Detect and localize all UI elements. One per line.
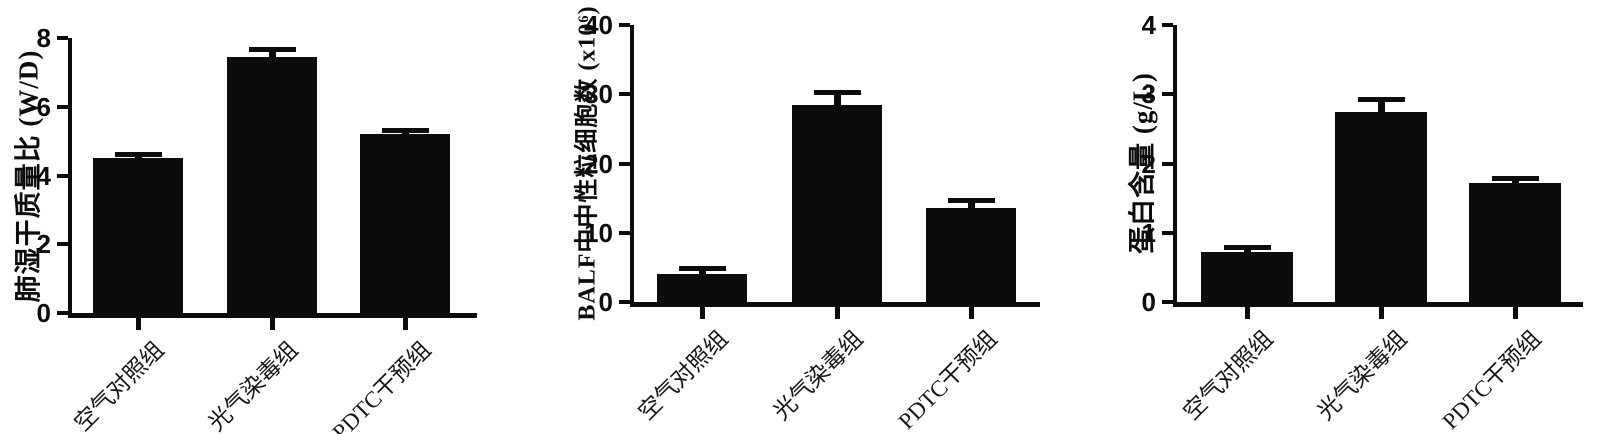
bar xyxy=(1469,182,1561,305)
bar xyxy=(227,56,317,316)
plot-area: 0 1 2 3 4 空气对照组 光气染毒组 PDTC干预组 xyxy=(1080,0,1619,434)
error-bar-cap xyxy=(678,266,726,272)
bar xyxy=(657,273,747,305)
y-tick xyxy=(57,104,68,109)
x-category-label: PDTC干预组 xyxy=(893,325,1002,434)
bar xyxy=(792,104,882,305)
y-tick-label: 0 xyxy=(1141,287,1156,317)
x-tick xyxy=(269,318,275,330)
error-bar-stem xyxy=(967,200,975,214)
x-category-label: 光气染毒组 xyxy=(203,336,303,434)
bar xyxy=(360,134,450,316)
bar xyxy=(1335,111,1427,305)
y-tick-label: 8 xyxy=(36,23,51,53)
x-tick xyxy=(834,307,840,319)
y-tick xyxy=(1162,161,1173,166)
error-bar-stem xyxy=(268,49,276,63)
y-tick-label: 30 xyxy=(584,79,613,110)
y-axis-line xyxy=(630,25,634,307)
x-category-label: 光气染毒组 xyxy=(768,325,868,425)
x-category-label: PDTC干预组 xyxy=(327,336,436,434)
y-tick xyxy=(619,92,630,97)
y-tick xyxy=(57,311,68,315)
error-bar-cap xyxy=(114,151,162,157)
x-tick xyxy=(1244,307,1250,319)
y-tick xyxy=(619,300,630,304)
plot-area: 0 10 20 30 40 空气对照组 光气染毒组 PDTC干预组 xyxy=(540,0,1080,434)
y-tick xyxy=(57,173,68,178)
error-bar-cap xyxy=(1357,97,1405,103)
bar xyxy=(93,158,183,316)
error-bar-stem xyxy=(1377,99,1385,118)
y-tick-label: 4 xyxy=(36,160,51,191)
y-tick-label: 20 xyxy=(584,148,613,179)
x-category-label: PDTC干预组 xyxy=(1437,325,1546,434)
y-tick-label: 0 xyxy=(598,287,613,317)
y-tick xyxy=(1162,92,1173,97)
y-tick xyxy=(1162,230,1173,235)
x-tick xyxy=(968,307,974,319)
x-category-label: 空气对照组 xyxy=(69,336,169,434)
bar xyxy=(1201,252,1293,305)
y-tick xyxy=(57,36,68,40)
error-bar-cap xyxy=(947,198,995,204)
y-tick xyxy=(619,161,630,166)
y-tick-label: 40 xyxy=(584,10,613,40)
x-tick xyxy=(1512,307,1518,319)
y-tick-label: 3 xyxy=(1141,79,1156,110)
y-tick xyxy=(57,242,68,247)
x-category-label: 空气对照组 xyxy=(1178,325,1278,425)
plot-area: 0 2 4 6 8 空气对照组 光气染毒组 PDTC干预组 xyxy=(0,0,540,434)
error-bar-cap xyxy=(381,127,429,133)
error-bar-cap xyxy=(1223,245,1271,251)
x-tick xyxy=(699,307,705,319)
bar xyxy=(926,207,1016,305)
chart-protein-content: 蛋白含量 (g/L) 0 1 2 3 4 空气对照组 光气染毒组 PDTC干预组 xyxy=(1080,0,1619,434)
y-tick xyxy=(619,23,630,27)
y-axis-line xyxy=(68,38,72,318)
y-tick xyxy=(1162,300,1173,304)
y-tick-label: 6 xyxy=(36,91,51,122)
y-tick xyxy=(619,230,630,235)
y-tick-label: 0 xyxy=(36,298,51,328)
y-tick-label: 2 xyxy=(1141,148,1156,179)
x-category-label: 光气染毒组 xyxy=(1312,325,1412,425)
y-tick xyxy=(1162,23,1173,27)
error-bar-stem xyxy=(833,92,841,111)
y-tick-label: 1 xyxy=(1141,217,1156,248)
error-bar-cap xyxy=(248,46,296,52)
x-category-label: 空气对照组 xyxy=(633,325,733,425)
y-tick-label: 10 xyxy=(584,217,613,248)
chart-balf-neutrophil-count: BALF中中性粒细胞数 (x10⁶) 0 10 20 30 40 空气对照组 光气染毒组 PD… xyxy=(540,0,1080,434)
y-axis-line xyxy=(1173,25,1177,307)
x-tick xyxy=(135,318,141,330)
x-tick xyxy=(402,318,408,330)
chart-lung-wet-dry-ratio: 肺湿干质量比 (W/D) 0 2 4 6 8 空气对照组 光气染毒组 PDTC干预组 xyxy=(0,0,540,434)
x-tick xyxy=(1378,307,1384,319)
y-tick-label: 4 xyxy=(1141,10,1156,40)
error-bar-cap xyxy=(813,90,861,96)
error-bar-cap xyxy=(1491,176,1539,182)
y-tick-label: 2 xyxy=(36,229,51,260)
